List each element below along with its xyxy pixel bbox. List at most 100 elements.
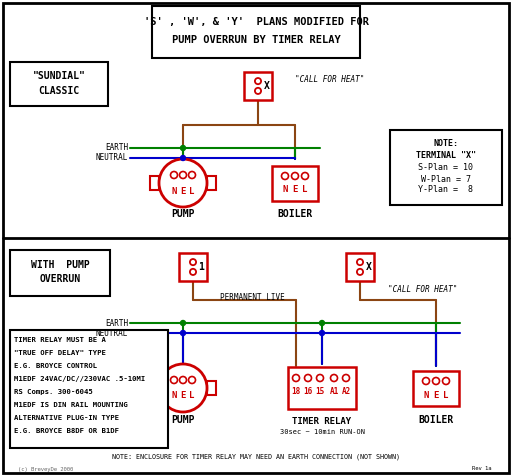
Text: TIMER RELAY: TIMER RELAY <box>292 417 352 426</box>
Text: "CALL FOR HEAT": "CALL FOR HEAT" <box>388 286 457 295</box>
Circle shape <box>316 375 324 381</box>
Text: Rev 1a: Rev 1a <box>473 466 492 472</box>
Text: X: X <box>264 81 269 91</box>
Bar <box>10 62 108 106</box>
Circle shape <box>305 375 311 381</box>
Text: L: L <box>189 391 195 400</box>
Text: M1EDF 24VAC/DC//230VAC .5-10MI: M1EDF 24VAC/DC//230VAC .5-10MI <box>14 376 145 382</box>
Text: EARTH: EARTH <box>105 318 128 327</box>
Text: PUMP OVERRUN BY TIMER RELAY: PUMP OVERRUN BY TIMER RELAY <box>172 35 340 45</box>
Bar <box>10 250 110 296</box>
Circle shape <box>292 375 300 381</box>
Circle shape <box>170 377 178 384</box>
Text: 15: 15 <box>315 387 325 397</box>
Text: N: N <box>423 390 429 399</box>
Text: (c) BreveyDe 2000: (c) BreveyDe 2000 <box>18 466 73 472</box>
Circle shape <box>319 320 325 326</box>
Text: L: L <box>302 186 308 195</box>
Circle shape <box>319 330 325 336</box>
Circle shape <box>181 330 185 336</box>
Circle shape <box>181 320 185 326</box>
Text: OVERRUN: OVERRUN <box>39 274 80 284</box>
Text: M1EDF IS DIN RAIL MOUNTING: M1EDF IS DIN RAIL MOUNTING <box>14 402 128 408</box>
Circle shape <box>170 171 178 178</box>
Text: PUMP: PUMP <box>171 415 195 425</box>
Circle shape <box>159 159 207 207</box>
Text: E: E <box>433 390 439 399</box>
Circle shape <box>190 269 196 275</box>
Circle shape <box>255 78 261 84</box>
Text: NOTE: ENCLOSURE FOR TIMER RELAY MAY NEED AN EARTH CONNECTION (NOT SHOWN): NOTE: ENCLOSURE FOR TIMER RELAY MAY NEED… <box>112 454 400 460</box>
Text: "SUNDIAL": "SUNDIAL" <box>33 71 86 81</box>
Text: NOTE:: NOTE: <box>434 139 459 148</box>
Circle shape <box>180 171 186 178</box>
Bar <box>244 72 272 100</box>
Text: RS Comps. 300-6045: RS Comps. 300-6045 <box>14 389 93 395</box>
Text: E: E <box>292 186 297 195</box>
Circle shape <box>343 375 350 381</box>
Bar <box>413 370 459 406</box>
Text: BOILER: BOILER <box>278 209 313 219</box>
Circle shape <box>190 259 196 265</box>
Text: EARTH: EARTH <box>105 143 128 152</box>
Text: A1: A1 <box>329 387 338 397</box>
Circle shape <box>422 377 430 385</box>
Circle shape <box>357 269 363 275</box>
Text: N: N <box>282 186 288 195</box>
Bar <box>150 176 159 190</box>
Text: E: E <box>180 187 186 196</box>
Text: Y-Plan =  8: Y-Plan = 8 <box>418 186 474 195</box>
Text: WITH  PUMP: WITH PUMP <box>31 260 90 270</box>
Circle shape <box>282 172 288 179</box>
Text: TERMINAL "X": TERMINAL "X" <box>416 150 476 159</box>
Circle shape <box>255 88 261 94</box>
Bar <box>152 6 360 58</box>
Circle shape <box>302 172 309 179</box>
Bar <box>150 381 159 395</box>
Text: PUMP: PUMP <box>171 209 195 219</box>
Bar <box>10 330 168 448</box>
Text: PERMANENT LIVE: PERMANENT LIVE <box>220 294 284 303</box>
Circle shape <box>181 156 185 160</box>
Text: E: E <box>180 391 186 400</box>
Text: 1: 1 <box>199 262 204 272</box>
Text: NEUTRAL: NEUTRAL <box>96 328 128 337</box>
Bar <box>390 130 502 205</box>
Circle shape <box>357 259 363 265</box>
Circle shape <box>291 172 298 179</box>
Text: S-Plan = 10: S-Plan = 10 <box>418 163 474 172</box>
Text: L: L <box>443 390 449 399</box>
Circle shape <box>442 377 450 385</box>
Bar <box>207 176 216 190</box>
Circle shape <box>433 377 439 385</box>
Text: X: X <box>366 262 371 272</box>
Text: BOILER: BOILER <box>418 415 454 425</box>
Text: W-Plan = 7: W-Plan = 7 <box>421 175 471 184</box>
Text: 16: 16 <box>304 387 313 397</box>
Circle shape <box>188 171 196 178</box>
Text: "CALL FOR HEAT": "CALL FOR HEAT" <box>295 76 365 85</box>
Text: CLASSIC: CLASSIC <box>38 86 79 96</box>
Text: ALTERNATIVE PLUG-IN TYPE: ALTERNATIVE PLUG-IN TYPE <box>14 415 119 421</box>
Text: E.G. BROYCE CONTROL: E.G. BROYCE CONTROL <box>14 363 97 369</box>
Bar <box>272 166 318 200</box>
Text: L: L <box>189 187 195 196</box>
Text: A2: A2 <box>342 387 351 397</box>
Text: N: N <box>172 391 177 400</box>
Circle shape <box>188 377 196 384</box>
Text: E.G. BROYCE B8DF OR B1DF: E.G. BROYCE B8DF OR B1DF <box>14 428 119 434</box>
Text: NEUTRAL: NEUTRAL <box>96 153 128 162</box>
Circle shape <box>181 146 185 150</box>
Text: TIMER RELAY MUST BE A: TIMER RELAY MUST BE A <box>14 337 106 343</box>
Bar <box>179 253 207 281</box>
Text: "TRUE OFF DELAY" TYPE: "TRUE OFF DELAY" TYPE <box>14 350 106 356</box>
Bar <box>207 381 216 395</box>
Circle shape <box>331 375 337 381</box>
Text: 18: 18 <box>291 387 301 397</box>
Circle shape <box>180 377 186 384</box>
Bar <box>288 367 356 409</box>
Circle shape <box>159 364 207 412</box>
Text: 'S' , 'W', & 'Y'  PLANS MODIFIED FOR: 'S' , 'W', & 'Y' PLANS MODIFIED FOR <box>143 17 369 27</box>
Bar <box>346 253 374 281</box>
Text: N: N <box>172 187 177 196</box>
